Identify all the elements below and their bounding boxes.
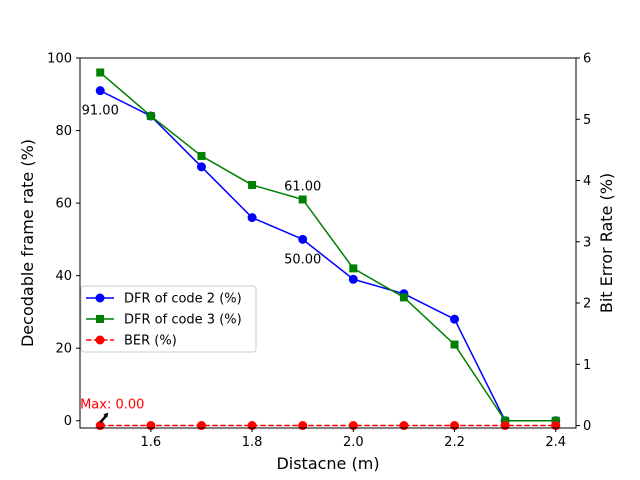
series-3-point — [196, 421, 206, 431]
series-1-point — [298, 234, 308, 244]
series-2-point — [96, 68, 105, 77]
plot-frame — [79, 57, 577, 429]
series-3-point — [399, 421, 409, 431]
series-1-point — [247, 213, 257, 223]
x-tick-label: 2.4 — [545, 435, 566, 450]
legend-marker — [95, 293, 105, 303]
x-tick-label: 1.6 — [141, 435, 162, 450]
legend-item-label: DFR of code 3 (%) — [124, 313, 242, 328]
annotation-arrow-head — [103, 412, 109, 418]
y-left-tick-label: 0 — [64, 414, 72, 429]
series-2-point — [248, 180, 257, 189]
y-left-tick-label: 60 — [55, 197, 72, 212]
x-axis: 1.6 1.8 2.0 2.2 2.4 — [141, 428, 566, 450]
series-2-point — [146, 112, 155, 121]
legend-marker — [96, 315, 104, 323]
y-left-tick-label: 40 — [55, 269, 72, 284]
legend-marker — [95, 335, 105, 345]
series-3-point — [298, 421, 308, 431]
data-label: 91.00 — [82, 104, 119, 119]
annotation-arrow — [99, 414, 108, 424]
x-tick-label: 2.2 — [444, 435, 465, 450]
x-axis-label: Distacne (m) — [276, 454, 379, 473]
y-right-axis: 0 1 2 3 4 5 6 — [576, 52, 591, 434]
series-2-point — [349, 264, 358, 273]
y-left-tick-label: 100 — [47, 52, 72, 67]
series-2-point — [551, 416, 560, 425]
series-3-point — [500, 421, 510, 431]
y-left-tick-label: 80 — [55, 124, 72, 139]
series-1-point — [196, 162, 206, 172]
series-line-1 — [99, 89, 556, 422]
y-right-tick-label: 6 — [583, 52, 591, 67]
x-tick-label: 1.8 — [242, 435, 263, 450]
series-1-point — [348, 274, 358, 284]
max-annotation-label: Max: 0.00 — [80, 398, 144, 413]
legend-item-label: DFR of code 2 (%) — [124, 292, 242, 307]
legend-item-label: BER (%) — [124, 334, 177, 349]
series-2-point — [450, 340, 459, 349]
y-right-tick-label: 2 — [583, 297, 591, 312]
series-2-point — [197, 151, 206, 160]
legend: DFR of code 2 (%) DFR of code 3 (%) BER (%… — [80, 285, 257, 353]
series-2-point — [298, 195, 307, 204]
y-right-axis-label: Bit Error Rate (%) — [597, 173, 616, 313]
series-1-point — [95, 86, 105, 96]
data-label: 50.00 — [284, 252, 321, 267]
data-label: 61.00 — [284, 179, 321, 194]
series-2-point — [399, 293, 408, 302]
y-right-tick-label: 3 — [583, 235, 591, 250]
legend-box — [80, 285, 257, 353]
y-left-axis: 0 20 40 60 80 100 — [47, 52, 80, 429]
y-right-tick-label: 0 — [583, 419, 591, 434]
y-right-tick-label: 5 — [583, 113, 591, 128]
annotation-layer: 91.00 50.00 61.00 Max: 0.00 — [80, 104, 321, 424]
y-right-tick-label: 4 — [583, 174, 591, 189]
y-left-axis-label: Decodable frame rate (%) — [18, 139, 37, 347]
y-right-tick-label: 1 — [583, 358, 591, 373]
plot-background — [80, 58, 576, 428]
y-left-tick-label: 20 — [55, 342, 72, 357]
x-tick-label: 2.0 — [343, 435, 364, 450]
series-1-point — [450, 314, 460, 324]
series-2-point — [501, 416, 510, 425]
series-line-2 — [99, 71, 556, 422]
